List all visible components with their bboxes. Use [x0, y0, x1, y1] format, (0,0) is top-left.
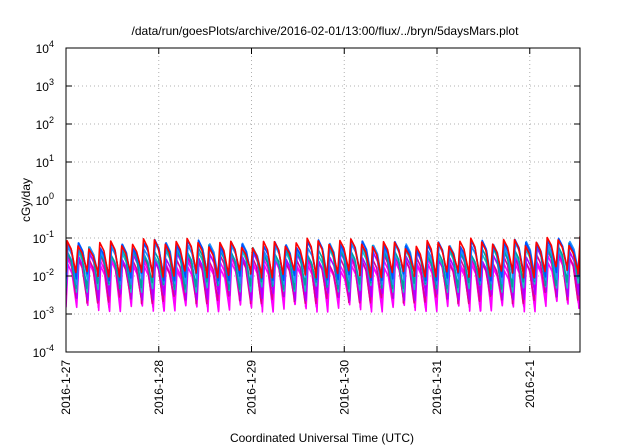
x-tick-label: 2016-1-28: [152, 360, 166, 415]
y-tick-label: 100: [36, 191, 54, 208]
y-tick-label: 10-1: [33, 229, 54, 246]
data-series: [66, 235, 580, 313]
series-line: [66, 235, 580, 279]
y-tick-label: 104: [36, 39, 54, 56]
x-tick-label: 2016-1-29: [245, 360, 259, 415]
x-axis-label: Coordinated Universal Time (UTC): [230, 431, 414, 445]
y-tick-label: 10-3: [33, 305, 54, 322]
y-tick-label: 102: [36, 115, 54, 132]
chart-title: /data/run/goesPlots/archive/2016-02-01/1…: [132, 24, 520, 38]
x-tick-label: 2016-1-27: [59, 360, 73, 415]
x-axis: 2016-1-27 2016-1-28 2016-1-29 2016-1-30 2016…: [59, 48, 537, 415]
x-tick-label: 2016-2-1: [523, 360, 537, 408]
grid-lines: [66, 48, 580, 352]
y-axis-label: cGy/day: [19, 178, 33, 222]
y-tick-label: 101: [36, 153, 54, 170]
x-tick-label: 2016-1-30: [337, 360, 351, 415]
y-tick-label: 10-4: [33, 343, 54, 360]
x-tick-label: 2016-1-31: [430, 360, 444, 415]
y-tick-label: 103: [36, 77, 54, 94]
y-axis: 10-4 10-3 10-2 10-1 100 101 102 103 104: [33, 39, 580, 360]
y-tick-label: 10-2: [33, 267, 54, 284]
